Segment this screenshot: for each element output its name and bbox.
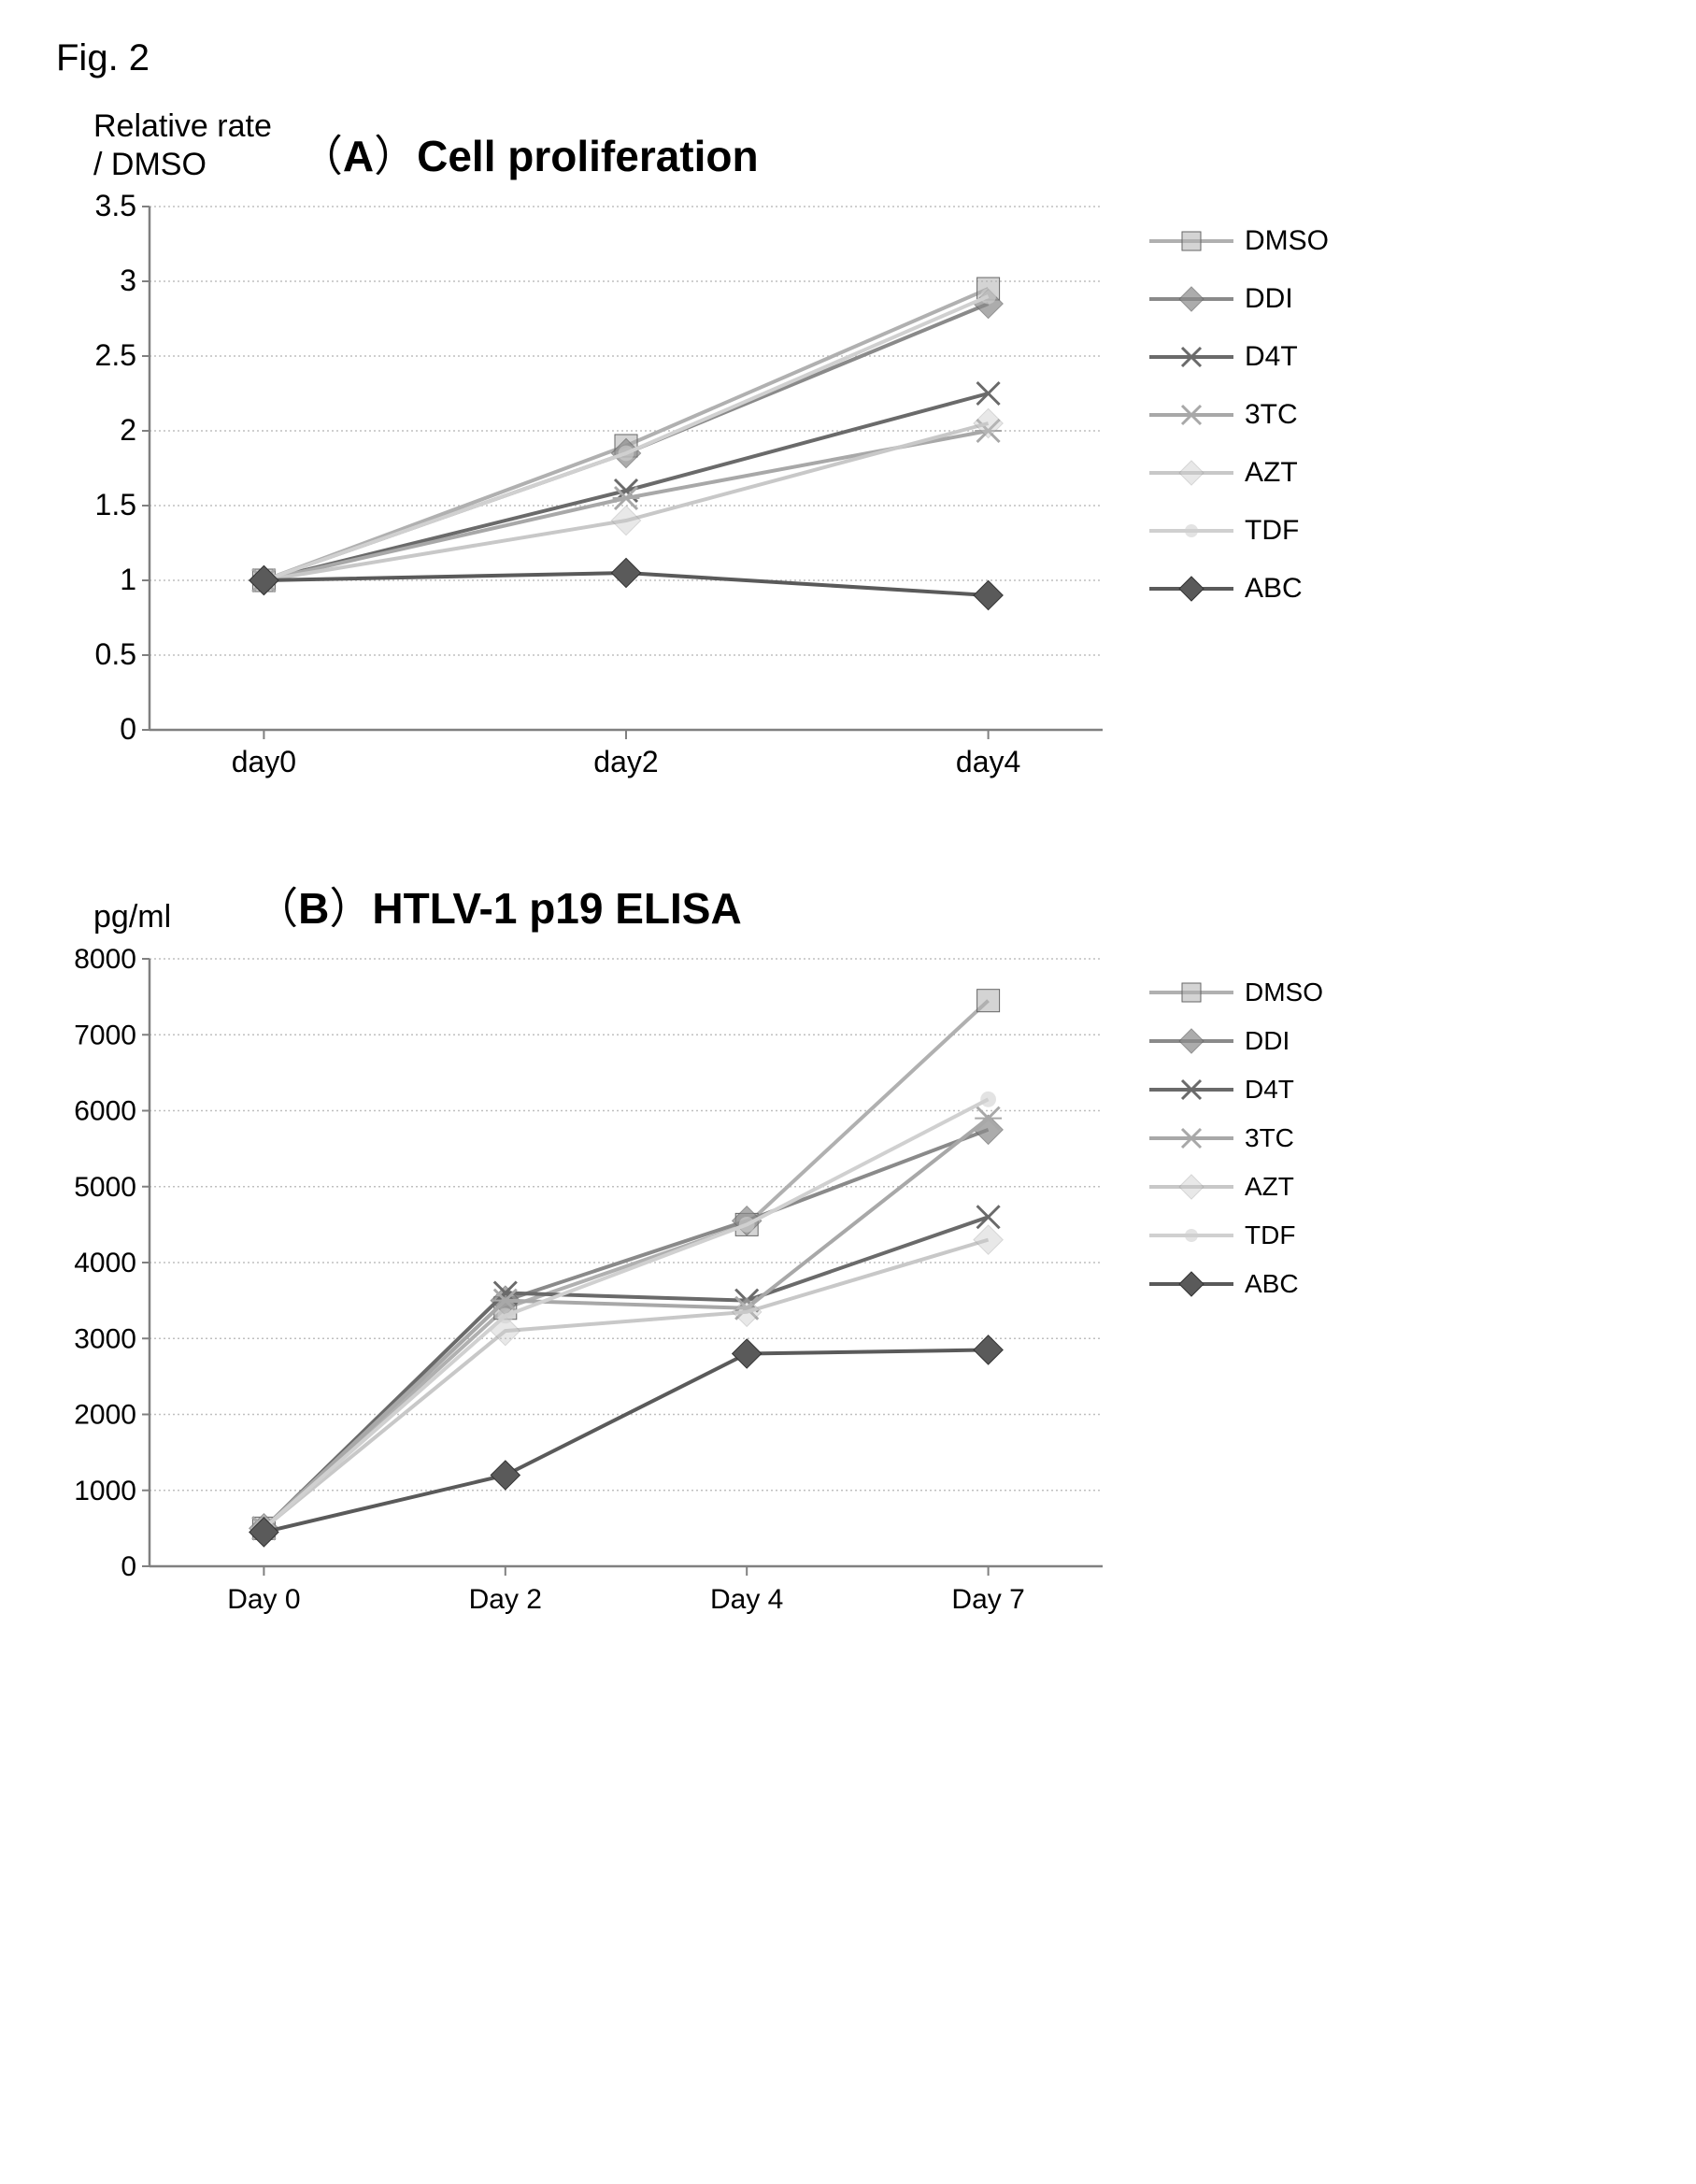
svg-text:6000: 6000 (74, 1095, 136, 1126)
legend-swatch (1149, 227, 1233, 255)
svg-text:0: 0 (121, 1551, 136, 1582)
svg-text:0: 0 (120, 712, 136, 746)
svg-text:8000: 8000 (74, 944, 136, 975)
chart-a-ylabel: Relative rate / DMSO (93, 107, 272, 184)
chart-a-legend: DMSO DDI D4T (1149, 225, 1329, 631)
chart-b: pg/ml （B）HTLV-1 p19 ELISA 0 1000 2000 3000 4… (56, 875, 1640, 1636)
legend-swatch (1149, 517, 1233, 545)
legend-item: 3TC (1149, 399, 1329, 431)
legend-swatch (1149, 1221, 1233, 1249)
legend-swatch (1149, 1076, 1233, 1104)
legend-label: DDI (1245, 283, 1293, 315)
legend-item: DDI (1149, 283, 1329, 315)
legend-swatch (1149, 1027, 1233, 1055)
chart-a-title: （A）Cell proliferation (300, 122, 759, 184)
svg-text:5000: 5000 (74, 1171, 136, 1202)
legend-swatch (1149, 285, 1233, 313)
legend-label: DDI (1245, 1026, 1290, 1056)
legend-item: D4T (1149, 1075, 1323, 1105)
svg-text:1: 1 (120, 563, 136, 596)
legend-item: AZT (1149, 457, 1329, 489)
legend-item: 3TC (1149, 1123, 1323, 1153)
svg-text:3000: 3000 (74, 1323, 136, 1354)
svg-text:Day 0: Day 0 (227, 1584, 300, 1615)
svg-text:2: 2 (120, 413, 136, 447)
legend-swatch (1149, 401, 1233, 429)
legend-label: AZT (1245, 1172, 1294, 1202)
svg-text:3: 3 (120, 264, 136, 297)
legend-swatch (1149, 1173, 1233, 1201)
svg-text:day4: day4 (956, 745, 1020, 778)
legend-swatch (1149, 1124, 1233, 1152)
chart-b-plot: 0 1000 2000 3000 4000 5000 6000 7000 8000 Day 0 Da… (56, 940, 1131, 1636)
legend-label: DMSO (1245, 978, 1323, 1007)
svg-text:0.5: 0.5 (95, 637, 136, 671)
legend-item: TDF (1149, 1220, 1323, 1250)
legend-label: ABC (1245, 573, 1303, 605)
chart-a-plot: 0 0.5 1 1.5 2 2.5 3 3.5 day0 day2 day4 (56, 188, 1131, 800)
legend-swatch (1149, 343, 1233, 371)
legend-item: TDF (1149, 515, 1329, 547)
legend-item: ABC (1149, 1269, 1323, 1299)
legend-label: TDF (1245, 1220, 1295, 1250)
svg-text:4000: 4000 (74, 1248, 136, 1278)
svg-text:Day 7: Day 7 (951, 1584, 1024, 1615)
legend-label: 3TC (1245, 1123, 1294, 1153)
svg-text:1.5: 1.5 (95, 488, 136, 521)
svg-text:Day 2: Day 2 (469, 1584, 542, 1615)
chart-a: Relative rate / DMSO （A）Cell proliferati… (56, 107, 1640, 800)
legend-item: DMSO (1149, 978, 1323, 1007)
legend-swatch (1149, 1270, 1233, 1298)
svg-text:day0: day0 (232, 745, 296, 778)
legend-label: 3TC (1245, 399, 1298, 431)
svg-text:Day 4: Day 4 (710, 1584, 783, 1615)
chart-b-legend: DMSO DDI D4T (1149, 978, 1323, 1318)
legend-item: ABC (1149, 573, 1329, 605)
legend-label: D4T (1245, 341, 1298, 373)
svg-text:2.5: 2.5 (95, 338, 136, 372)
svg-text:2000: 2000 (74, 1399, 136, 1430)
legend-item: D4T (1149, 341, 1329, 373)
svg-text:7000: 7000 (74, 1020, 136, 1050)
legend-item: AZT (1149, 1172, 1323, 1202)
figure-label: Fig. 2 (56, 37, 1640, 79)
legend-label: ABC (1245, 1269, 1299, 1299)
legend-item: DMSO (1149, 225, 1329, 257)
legend-swatch (1149, 978, 1233, 1006)
chart-b-ylabel: pg/ml (93, 898, 171, 936)
svg-text:3.5: 3.5 (95, 189, 136, 222)
legend-label: TDF (1245, 515, 1299, 547)
legend-label: D4T (1245, 1075, 1294, 1105)
svg-text:1000: 1000 (74, 1475, 136, 1506)
legend-swatch (1149, 459, 1233, 487)
legend-swatch (1149, 575, 1233, 603)
svg-text:day2: day2 (593, 745, 658, 778)
legend-item: DDI (1149, 1026, 1323, 1056)
legend-label: DMSO (1245, 225, 1329, 257)
chart-b-title: （B）HTLV-1 p19 ELISA (255, 875, 742, 936)
legend-label: AZT (1245, 457, 1298, 489)
